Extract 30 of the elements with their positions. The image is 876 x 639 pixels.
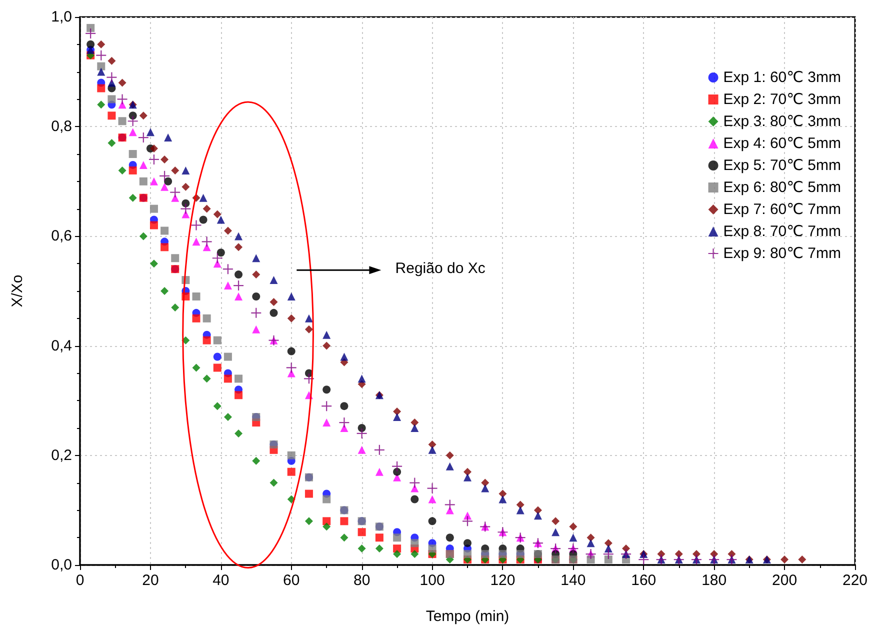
legend-label: Exp 6: 80℃ 5mm: [723, 179, 842, 196]
legend-label: Exp 3: 80℃ 3mm: [723, 113, 842, 130]
x-tick-label: 60: [283, 572, 300, 589]
y-tick-label: 0,6: [51, 228, 72, 245]
x-tick-label: 40: [212, 572, 230, 589]
x-tick-label: 20: [142, 572, 159, 589]
y-tick-label: 1,0: [51, 8, 72, 26]
x-tick-label: 100: [420, 572, 445, 589]
legend-label: Exp 5: 70℃ 5mm: [723, 157, 842, 174]
y-tick-label: 0,0: [51, 556, 72, 574]
y-tick-label: 0,8: [51, 118, 72, 136]
y-tick-label: 0,2: [51, 446, 72, 464]
legend-label: Exp 7: 60℃ 7mm: [723, 201, 842, 218]
y-axis-title: X/Xo: [9, 274, 26, 308]
legend-label: Exp 2: 70℃ 3mm: [723, 91, 842, 108]
y-tick-label: 0,4: [51, 337, 72, 354]
x-axis-title: Tempo (min): [426, 608, 510, 625]
x-tick-label: 0: [76, 572, 84, 589]
x-tick-label: 140: [560, 572, 586, 589]
x-tick-label: 160: [631, 572, 656, 589]
legend-label: Exp 9: 80℃ 7mm: [723, 245, 842, 262]
x-tick-label: 120: [490, 572, 516, 589]
annotation: Região do Xc: [395, 260, 486, 278]
x-tick-label: 80: [353, 572, 370, 589]
x-tick-label: 180: [702, 572, 727, 589]
legend-label: Exp 4: 60℃ 5mm: [723, 135, 842, 152]
legend-label: Exp 1: 60℃ 3mm: [723, 69, 842, 86]
x-tick-label: 220: [842, 572, 868, 589]
legend-label: Exp 8: 70℃ 7mm: [723, 223, 842, 240]
x-tick-label: 200: [772, 572, 798, 589]
